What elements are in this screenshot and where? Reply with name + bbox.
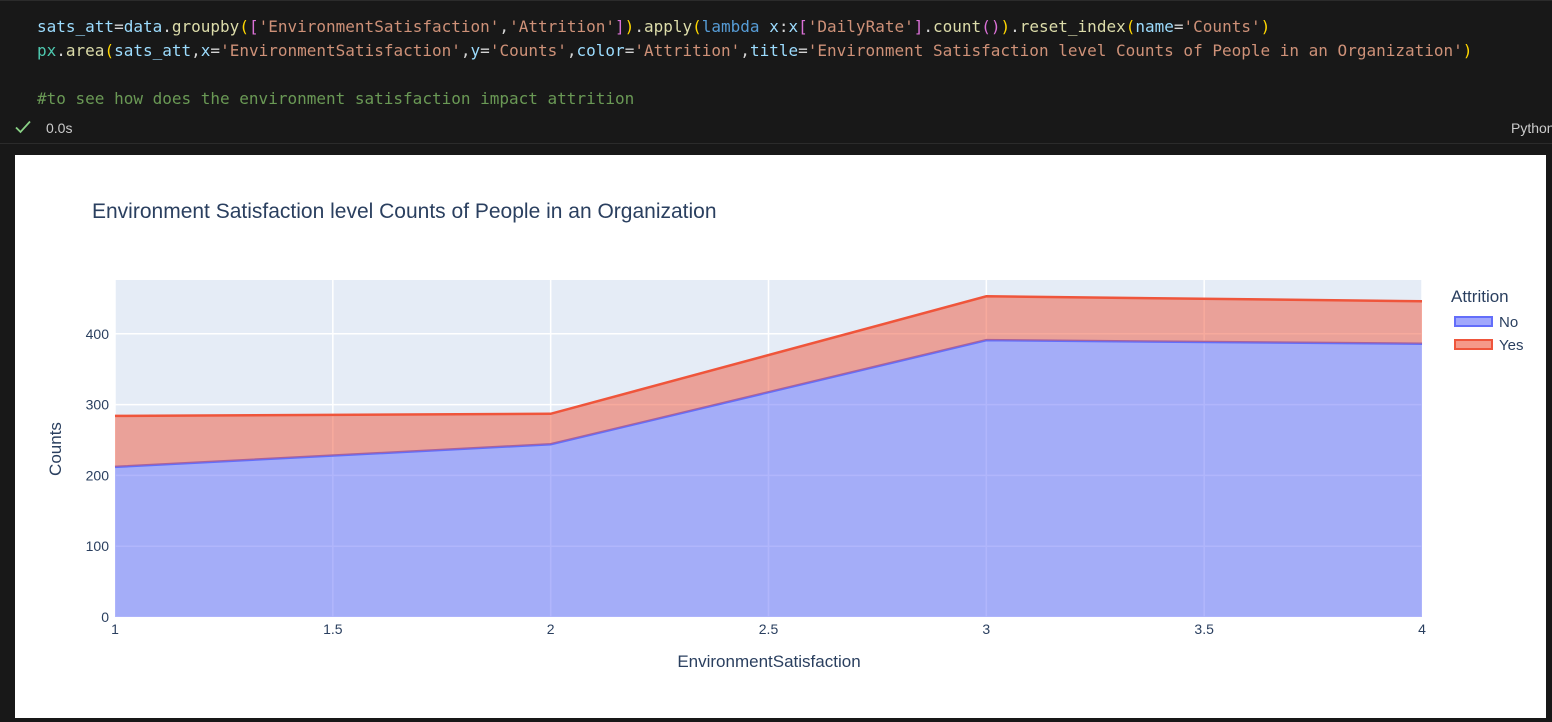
y-tick-label: 100 bbox=[86, 538, 110, 554]
code-token: 'Counts' bbox=[1184, 17, 1261, 36]
code-line[interactable]: #to see how does the environment satisfa… bbox=[37, 87, 1472, 111]
code-token: [ bbox=[249, 17, 259, 36]
legend: Attrition No Yes bbox=[1451, 287, 1523, 354]
code-token: lambda bbox=[702, 17, 760, 36]
code-token: px bbox=[37, 41, 56, 60]
code-token: . bbox=[162, 17, 172, 36]
y-tick-label: 400 bbox=[86, 326, 110, 342]
area-chart: Environment Satisfaction level Counts of… bbox=[15, 155, 1546, 718]
code-token: apply bbox=[644, 17, 692, 36]
code-token: = bbox=[625, 41, 635, 60]
code-token: sats_att bbox=[37, 17, 114, 36]
code-token: title bbox=[750, 41, 798, 60]
code-token: , bbox=[461, 41, 471, 60]
code-token bbox=[760, 17, 770, 36]
cell-top-border bbox=[0, 0, 1552, 1]
code-line[interactable]: sats_att=data.groupby(['EnvironmentSatis… bbox=[37, 15, 1472, 39]
x-tick-label: 1 bbox=[111, 621, 119, 637]
code-token: ) bbox=[625, 17, 635, 36]
code-token: x bbox=[788, 17, 798, 36]
code-token: sats_att bbox=[114, 41, 191, 60]
chart-title: Environment Satisfaction level Counts of… bbox=[92, 200, 717, 223]
code-token: ) bbox=[1000, 17, 1010, 36]
code-token: 'Attrition' bbox=[634, 41, 740, 60]
output-separator bbox=[0, 143, 1552, 144]
legend-label-yes: Yes bbox=[1499, 337, 1523, 354]
code-token: ) bbox=[1463, 41, 1473, 60]
legend-swatch-no bbox=[1455, 317, 1492, 326]
x-tick-label: 2 bbox=[547, 621, 555, 637]
x-tick-label: 3 bbox=[982, 621, 990, 637]
x-tick-label: 2.5 bbox=[759, 621, 779, 637]
code-token: reset_index bbox=[1020, 17, 1126, 36]
code-token: ( bbox=[239, 17, 249, 36]
code-token: = bbox=[1174, 17, 1184, 36]
code-line[interactable]: px.area(sats_att,x='EnvironmentSatisfact… bbox=[37, 39, 1472, 63]
code-token: . bbox=[56, 41, 66, 60]
y-tick-label: 300 bbox=[86, 397, 110, 413]
legend-item-no[interactable]: No bbox=[1455, 314, 1518, 331]
kernel-language[interactable]: Python bbox=[1511, 120, 1552, 136]
code-token: ( bbox=[692, 17, 702, 36]
code-token: data bbox=[124, 17, 163, 36]
legend-item-yes[interactable]: Yes bbox=[1455, 337, 1523, 354]
y-tick-label: 200 bbox=[86, 467, 110, 483]
code-token: = bbox=[798, 41, 808, 60]
code-token: ] bbox=[615, 17, 625, 36]
code-token: y bbox=[471, 41, 481, 60]
code-token: 'Environment Satisfaction level Counts o… bbox=[808, 41, 1463, 60]
cell-status-bar: 0.0s Python bbox=[0, 116, 1552, 142]
code-token: count bbox=[933, 17, 981, 36]
code-token: . bbox=[1010, 17, 1020, 36]
chart-output: Environment Satisfaction level Counts of… bbox=[15, 155, 1546, 718]
check-icon bbox=[14, 118, 32, 136]
code-token: . bbox=[923, 17, 933, 36]
code-token: [ bbox=[798, 17, 808, 36]
x-tick-label: 1.5 bbox=[323, 621, 343, 637]
execution-time: 0.0s bbox=[46, 120, 72, 136]
code-token: = bbox=[210, 41, 220, 60]
code-token: name bbox=[1135, 17, 1174, 36]
code-token: , bbox=[567, 41, 577, 60]
code-token: ( bbox=[981, 17, 991, 36]
code-token: ( bbox=[1126, 17, 1136, 36]
code-token: x bbox=[201, 41, 211, 60]
x-tick-label: 4 bbox=[1418, 621, 1426, 637]
code-token: color bbox=[577, 41, 625, 60]
code-token: 'DailyRate' bbox=[808, 17, 914, 36]
code-token: , bbox=[499, 17, 509, 36]
code-line[interactable] bbox=[37, 63, 1472, 87]
legend-swatch-yes bbox=[1455, 340, 1492, 349]
code-token: , bbox=[191, 41, 201, 60]
x-axis-label: EnvironmentSatisfaction bbox=[677, 652, 860, 671]
legend-title: Attrition bbox=[1451, 287, 1509, 306]
x-tick-label: 3.5 bbox=[1194, 621, 1214, 637]
code-token: 'Attrition' bbox=[509, 17, 615, 36]
code-token: #to see how does the environment satisfa… bbox=[37, 89, 634, 108]
code-token: = bbox=[114, 17, 124, 36]
code-token: ] bbox=[914, 17, 924, 36]
code-token: x bbox=[769, 17, 779, 36]
code-token: 'EnvironmentSatisfaction' bbox=[259, 17, 500, 36]
y-tick-label: 0 bbox=[101, 609, 109, 625]
code-token: ) bbox=[1261, 17, 1271, 36]
y-axis-label: Counts bbox=[46, 422, 65, 476]
code-token: area bbox=[66, 41, 105, 60]
code-token: = bbox=[480, 41, 490, 60]
code-token: 'EnvironmentSatisfaction' bbox=[220, 41, 461, 60]
code-token: , bbox=[740, 41, 750, 60]
code-token: groupby bbox=[172, 17, 239, 36]
code-token: ( bbox=[104, 41, 114, 60]
code-token: . bbox=[634, 17, 644, 36]
code-editor[interactable]: sats_att=data.groupby(['EnvironmentSatis… bbox=[37, 15, 1472, 111]
code-token: 'Counts' bbox=[490, 41, 567, 60]
legend-label-no: No bbox=[1499, 314, 1518, 331]
